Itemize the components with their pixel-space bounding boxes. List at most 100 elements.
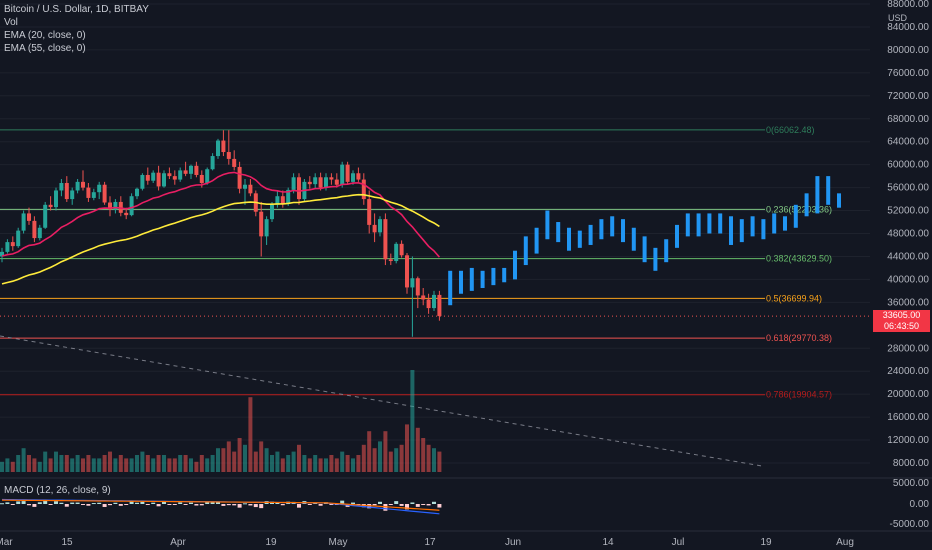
macd-histogram-bar [183, 504, 188, 505]
macd-histogram-bar [232, 504, 237, 506]
macd-histogram-bar [205, 501, 210, 504]
time-tick: Jun [505, 537, 521, 548]
macd-histogram-bar [237, 504, 242, 508]
volume-bar [37, 461, 42, 472]
volume-bar [275, 451, 280, 472]
projection-bar [480, 270, 485, 289]
candle-body [32, 220, 37, 239]
volume-bar [108, 451, 112, 472]
ema55-line [1, 193, 440, 285]
candle-body [37, 227, 42, 239]
projection-bar [621, 219, 625, 243]
volume-bar [329, 455, 334, 472]
macd-histogram-bar [388, 504, 393, 505]
macd-histogram-bar [27, 504, 31, 506]
macd-histogram-bar [340, 500, 345, 504]
volume-bar [75, 455, 80, 472]
macd-histogram-bar [70, 502, 75, 504]
symbol-title[interactable]: Bitcoin / U.S. Dollar, 1D, BITBAY [4, 4, 149, 15]
candle-body [264, 219, 269, 237]
volume-bar [86, 455, 91, 472]
macd-histogram-bar [167, 504, 172, 505]
macd-histogram-bar [426, 504, 431, 506]
candle-body [237, 166, 242, 189]
candle-body [216, 140, 220, 157]
volume-bar [253, 451, 258, 472]
time-tick: 19 [760, 537, 772, 548]
volume-bar [307, 458, 312, 472]
volume-bar [151, 458, 156, 472]
projection-bar [707, 213, 712, 234]
macd-histogram-bar [59, 502, 64, 504]
ema20-legend[interactable]: EMA (20, close, 0) [4, 30, 86, 41]
projection-bar [610, 216, 615, 237]
candle-body [399, 243, 404, 256]
volume-bar [129, 458, 134, 472]
volume-bars [0, 370, 442, 472]
candle-body [280, 196, 285, 204]
volume-bar [410, 370, 415, 472]
macd-histogram-bar [437, 504, 442, 508]
candle-body [167, 173, 172, 177]
price-tick: 72000.00 [887, 91, 929, 102]
candle-body [340, 164, 345, 185]
macd-histogram-bar [432, 501, 436, 504]
time-tick: 19 [265, 537, 277, 548]
volume-bar [178, 455, 183, 472]
macd-tick: 0.00 [910, 499, 930, 510]
price-tick: 48000.00 [887, 229, 929, 240]
projection-bar [556, 222, 561, 243]
candle-body [97, 184, 102, 193]
candle-body [232, 158, 237, 167]
macd-histogram-bar [178, 502, 183, 504]
candle-body [307, 181, 312, 185]
candle-body [70, 190, 75, 200]
candle-body [91, 192, 96, 198]
volume-bar [97, 458, 102, 472]
volume-bar [189, 458, 193, 472]
candle-body [388, 259, 393, 262]
candle-body [313, 177, 318, 185]
volume-bar [383, 431, 388, 472]
projection-bar [696, 213, 701, 237]
candle-body [394, 243, 399, 262]
projection-bar [739, 219, 744, 243]
projection-bar [577, 230, 582, 248]
volume-bar [361, 444, 366, 472]
macd-histogram-bar [307, 504, 312, 505]
macd-histogram-bar [399, 504, 404, 506]
price-tick: 64000.00 [887, 137, 929, 148]
macd-histogram-bar [189, 502, 193, 504]
price-tick: 68000.00 [887, 114, 929, 125]
ema55-legend[interactable]: EMA (55, close, 0) [4, 43, 86, 54]
candle-body [183, 170, 188, 174]
volume-bar [135, 455, 139, 472]
macd-tick: 5000.00 [893, 478, 930, 489]
volume-bar [70, 458, 75, 472]
time-tick: 17 [424, 537, 436, 548]
fib-label: 0.618(29770.38) [766, 333, 832, 343]
price-tick: 36000.00 [887, 297, 929, 308]
macd-legend[interactable]: MACD (12, 26, close, 9) [4, 485, 111, 496]
candle-body [205, 169, 210, 184]
time-tick: May [329, 537, 348, 548]
candle-body [291, 177, 296, 190]
volume-bar [405, 424, 409, 472]
price-tick: 40000.00 [887, 274, 929, 285]
candle-body [210, 156, 215, 170]
macd-histogram-bar [394, 501, 399, 504]
projection-bar [761, 219, 766, 240]
macd-histogram-bar [253, 504, 258, 508]
macd-histogram-bar [280, 504, 285, 506]
price-tick: 28000.00 [887, 343, 929, 354]
macd-histogram-bar [172, 504, 177, 505]
candle-body [356, 173, 361, 180]
ema-lines [1, 171, 441, 285]
volume-legend[interactable]: Vol [4, 17, 18, 28]
macd-histogram-bar [10, 504, 15, 505]
macd-histogram-bar [37, 502, 42, 504]
macd-histogram-bar [124, 504, 129, 505]
macd-histogram-bar [351, 502, 355, 504]
volume-bar [102, 455, 107, 472]
